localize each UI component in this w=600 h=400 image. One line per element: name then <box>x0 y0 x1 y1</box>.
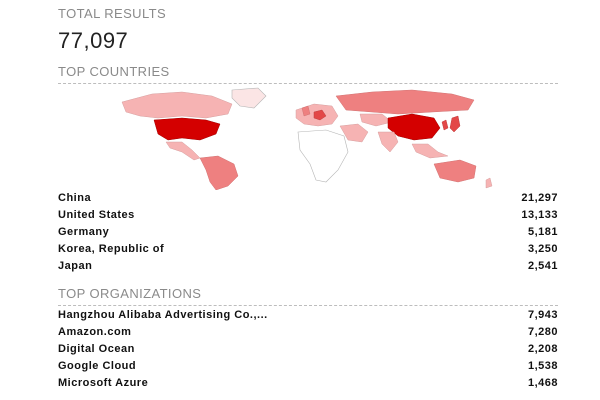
organization-name: Digital Ocean <box>58 342 135 355</box>
country-count: 5,181 <box>527 225 558 238</box>
country-name: Korea, Republic of <box>58 242 165 255</box>
organization-name: Microsoft Azure <box>58 376 149 389</box>
organization-row[interactable]: Amazon.com 7,280 <box>58 324 558 341</box>
map-region-southeast-asia[interactable] <box>411 143 449 159</box>
total-results-label: TOTAL RESULTS <box>58 6 167 21</box>
organization-count: 7,943 <box>527 309 558 322</box>
country-row[interactable]: United States 13,133 <box>58 207 558 224</box>
organization-count: 1,468 <box>527 376 558 389</box>
top-countries-label: TOP COUNTRIES <box>58 64 558 84</box>
map-region-united-states[interactable] <box>153 117 221 141</box>
organization-row[interactable]: Google Cloud 1,538 <box>58 357 558 374</box>
map-region-central-asia[interactable] <box>359 113 393 127</box>
country-row[interactable]: Germany 5,181 <box>58 224 558 241</box>
top-organizations-list: Hangzhou Alibaba Advertising Co.,... 7,9… <box>58 307 558 391</box>
top-organizations-label: TOP ORGANIZATIONS <box>58 286 558 306</box>
organization-name: Google Cloud <box>58 359 137 372</box>
map-region-canada[interactable] <box>121 91 233 119</box>
map-region-uk[interactable] <box>301 105 311 117</box>
world-map[interactable] <box>82 86 552 190</box>
country-count: 13,133 <box>521 209 558 222</box>
country-name: Germany <box>58 225 110 238</box>
organization-name: Amazon.com <box>58 326 132 339</box>
map-region-mexico[interactable] <box>165 141 201 161</box>
map-region-south-america[interactable] <box>199 155 239 190</box>
map-region-australia[interactable] <box>433 159 477 183</box>
results-summary-panel: TOTAL RESULTS 77,097 TOP COUNTRIES <box>58 0 560 400</box>
map-region-korea[interactable] <box>441 119 449 131</box>
country-count: 21,297 <box>521 192 558 205</box>
map-region-new-zealand[interactable] <box>485 177 493 189</box>
map-region-africa[interactable] <box>297 129 349 183</box>
country-row[interactable]: Japan 2,541 <box>58 257 558 274</box>
country-name: United States <box>58 209 135 222</box>
organization-count: 1,538 <box>527 359 558 372</box>
country-row[interactable]: Korea, Republic of 3,250 <box>58 240 558 257</box>
top-countries-list: China 21,297 United States 13,133 German… <box>58 190 558 274</box>
country-count: 2,541 <box>527 259 558 272</box>
organization-count: 7,280 <box>527 326 558 339</box>
organization-name: Hangzhou Alibaba Advertising Co.,... <box>58 309 268 322</box>
map-region-china[interactable] <box>387 113 441 141</box>
map-region-japan[interactable] <box>449 115 461 133</box>
country-count: 3,250 <box>527 242 558 255</box>
country-name: China <box>58 192 92 205</box>
organization-row[interactable]: Microsoft Azure 1,468 <box>58 374 558 391</box>
map-region-russia[interactable] <box>335 89 475 115</box>
map-region-germany[interactable] <box>313 109 327 121</box>
country-name: Japan <box>58 259 93 272</box>
map-region-india[interactable] <box>377 131 399 153</box>
organization-row[interactable]: Digital Ocean 2,208 <box>58 341 558 358</box>
organization-count: 2,208 <box>527 342 558 355</box>
map-region-greenland[interactable] <box>231 87 267 109</box>
country-row[interactable]: China 21,297 <box>58 190 558 207</box>
map-region-middle-east[interactable] <box>339 123 369 143</box>
total-results-value: 77,097 <box>58 28 129 53</box>
organization-row[interactable]: Hangzhou Alibaba Advertising Co.,... 7,9… <box>58 307 558 324</box>
